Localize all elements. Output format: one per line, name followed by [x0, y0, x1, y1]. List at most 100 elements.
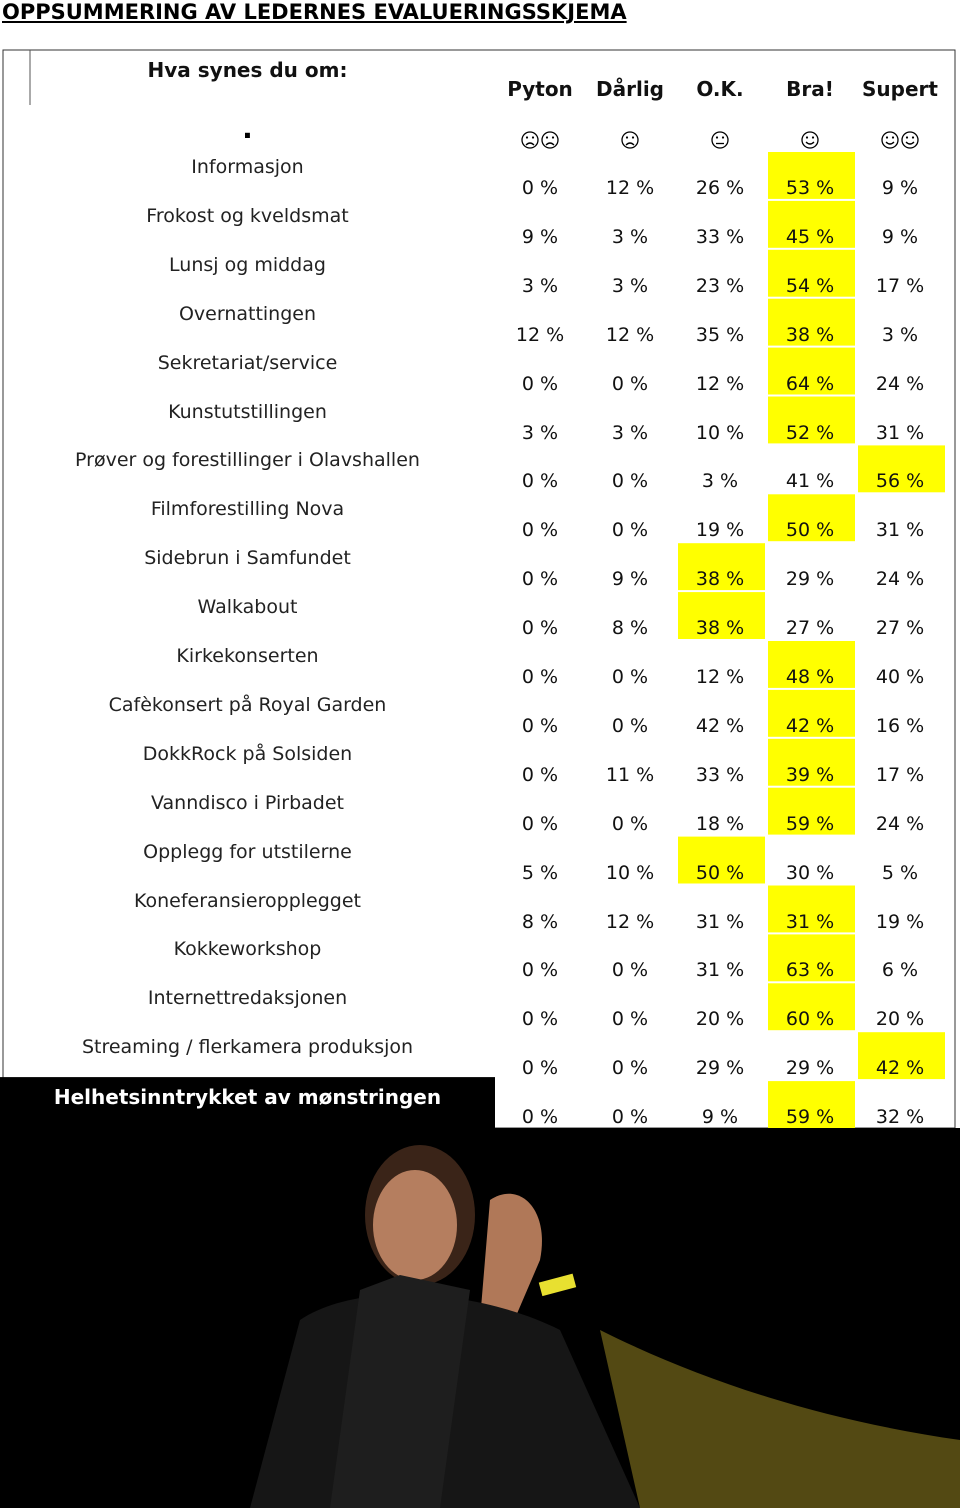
smiley-eye — [811, 136, 815, 139]
column-header: Bra! — [786, 77, 834, 101]
value-cell: 45 % — [785, 225, 835, 248]
value-cell: 10 % — [605, 861, 655, 884]
row-label: DokkRock på Solsiden — [142, 742, 353, 765]
value-cell: 16 % — [875, 714, 925, 737]
highlight-cell — [858, 445, 945, 493]
row-label: Prøver og forestillinger i Olavshallen — [75, 449, 420, 472]
value-cell: 9 % — [881, 225, 919, 248]
value-cell: 42 % — [785, 714, 835, 737]
value-cell: 5 % — [521, 861, 559, 884]
row-label: Kirkekonserten — [176, 645, 319, 667]
value-cell: 12 % — [695, 666, 745, 688]
value-cell: 12 % — [695, 372, 745, 395]
question: Hva synes du om: — [147, 58, 348, 82]
row-label: Overnattingen — [178, 302, 317, 325]
highlight-cell — [768, 200, 855, 248]
smiley-mouth — [545, 142, 555, 146]
value-cell: 0 % — [521, 959, 559, 982]
value-cell: 19 % — [875, 910, 925, 933]
smiley-eye — [885, 136, 889, 139]
row-label: Internettredaksjonen — [147, 987, 348, 1010]
value-cell: 17 % — [875, 763, 925, 786]
value-cell: 8 % — [521, 910, 559, 933]
value-cell: 0 % — [521, 1008, 559, 1031]
value-cell: 59 % — [785, 1106, 835, 1129]
smiley-eye — [625, 136, 629, 139]
row-label: Filmforestilling Nova — [150, 498, 345, 521]
value-cell: 0 % — [611, 714, 649, 737]
smiley-eye — [715, 136, 719, 139]
value-cell: 27 % — [785, 617, 835, 640]
value-cell: 0 % — [521, 763, 559, 786]
value-cell: 0 % — [521, 1106, 559, 1129]
smiley — [621, 131, 639, 149]
value-cell: 50 % — [785, 519, 835, 542]
smiley-eye — [905, 136, 909, 139]
value-cell: 0 % — [521, 1057, 559, 1080]
value-cell: 24 % — [875, 812, 925, 835]
smiley-eye — [545, 136, 549, 139]
value-cell: 60 % — [785, 1008, 835, 1031]
column-header: Pyton — [507, 77, 573, 101]
value-cell: 0 % — [611, 1008, 649, 1031]
value-cell: 24 % — [875, 568, 925, 591]
highlight-cell — [678, 543, 765, 591]
value-cell: 30 % — [785, 861, 835, 884]
row-label: Opplegg for utstilerne — [143, 840, 352, 863]
smiley — [521, 131, 539, 149]
value-cell: 29 % — [785, 1057, 835, 1080]
value-cell: 31 % — [695, 910, 745, 933]
smiley-eye — [911, 136, 915, 139]
highlight-cell — [768, 641, 855, 688]
value-cell: 26 % — [695, 177, 745, 199]
value-cell: 41 % — [785, 470, 835, 493]
smiley-eye — [721, 136, 725, 139]
value-cell: 11 % — [605, 763, 655, 786]
value-cell: 31 % — [875, 519, 925, 542]
value-cell: 39 % — [785, 763, 835, 786]
value-cell: 5 % — [881, 861, 919, 884]
value-cell: 8 % — [611, 617, 649, 640]
value-cell: 9 % — [701, 1106, 739, 1129]
highlight-cell — [768, 396, 855, 444]
value-cell: 0 % — [521, 568, 559, 591]
smiley-eye — [805, 136, 809, 139]
highlight-cell — [768, 983, 855, 1031]
value-cell: 29 % — [695, 1057, 745, 1080]
column-header: Dårlig — [596, 77, 664, 101]
highlight-cell — [768, 249, 855, 297]
value-cell: 3 % — [701, 470, 739, 493]
value-cell: 9 % — [521, 225, 559, 248]
row-label: Vanndisco i Pirbadet — [151, 791, 344, 814]
smiley — [801, 131, 819, 149]
smiley-eye — [631, 136, 635, 139]
highlight-cell — [768, 787, 855, 835]
value-cell: 0 % — [521, 617, 559, 640]
value-cell: 12 % — [515, 323, 565, 346]
value-cell: 64 % — [785, 372, 835, 395]
row-label: Cafèkonsert på Royal Garden — [108, 693, 387, 716]
smiley-eye — [531, 136, 535, 139]
row-label: Helhetsinntrykket av mønstringen — [53, 1085, 442, 1110]
value-cell: 33 % — [695, 225, 745, 248]
value-cell: 9 % — [881, 177, 919, 199]
value-cell: 20 % — [875, 1008, 925, 1031]
value-cell: 0 % — [611, 666, 649, 688]
value-cell: 0 % — [521, 666, 559, 688]
value-cell: 40 % — [875, 666, 925, 688]
column-header: O.K. — [696, 77, 744, 101]
value-cell: 35 % — [695, 323, 745, 346]
value-cell: 9 % — [611, 568, 649, 591]
value-cell: 3 % — [611, 274, 649, 297]
value-cell: 0 % — [611, 372, 649, 395]
value-cell: 19 % — [695, 519, 745, 542]
value-cell: 12 % — [605, 323, 655, 346]
value-cell: 50 % — [695, 861, 745, 884]
value-cell: 33 % — [695, 763, 745, 786]
value-cell: 42 % — [875, 1057, 925, 1080]
value-cell: 63 % — [785, 959, 835, 982]
value-cell: 0 % — [611, 470, 649, 493]
value-cell: 59 % — [785, 812, 835, 835]
smiley-eye — [525, 136, 529, 139]
